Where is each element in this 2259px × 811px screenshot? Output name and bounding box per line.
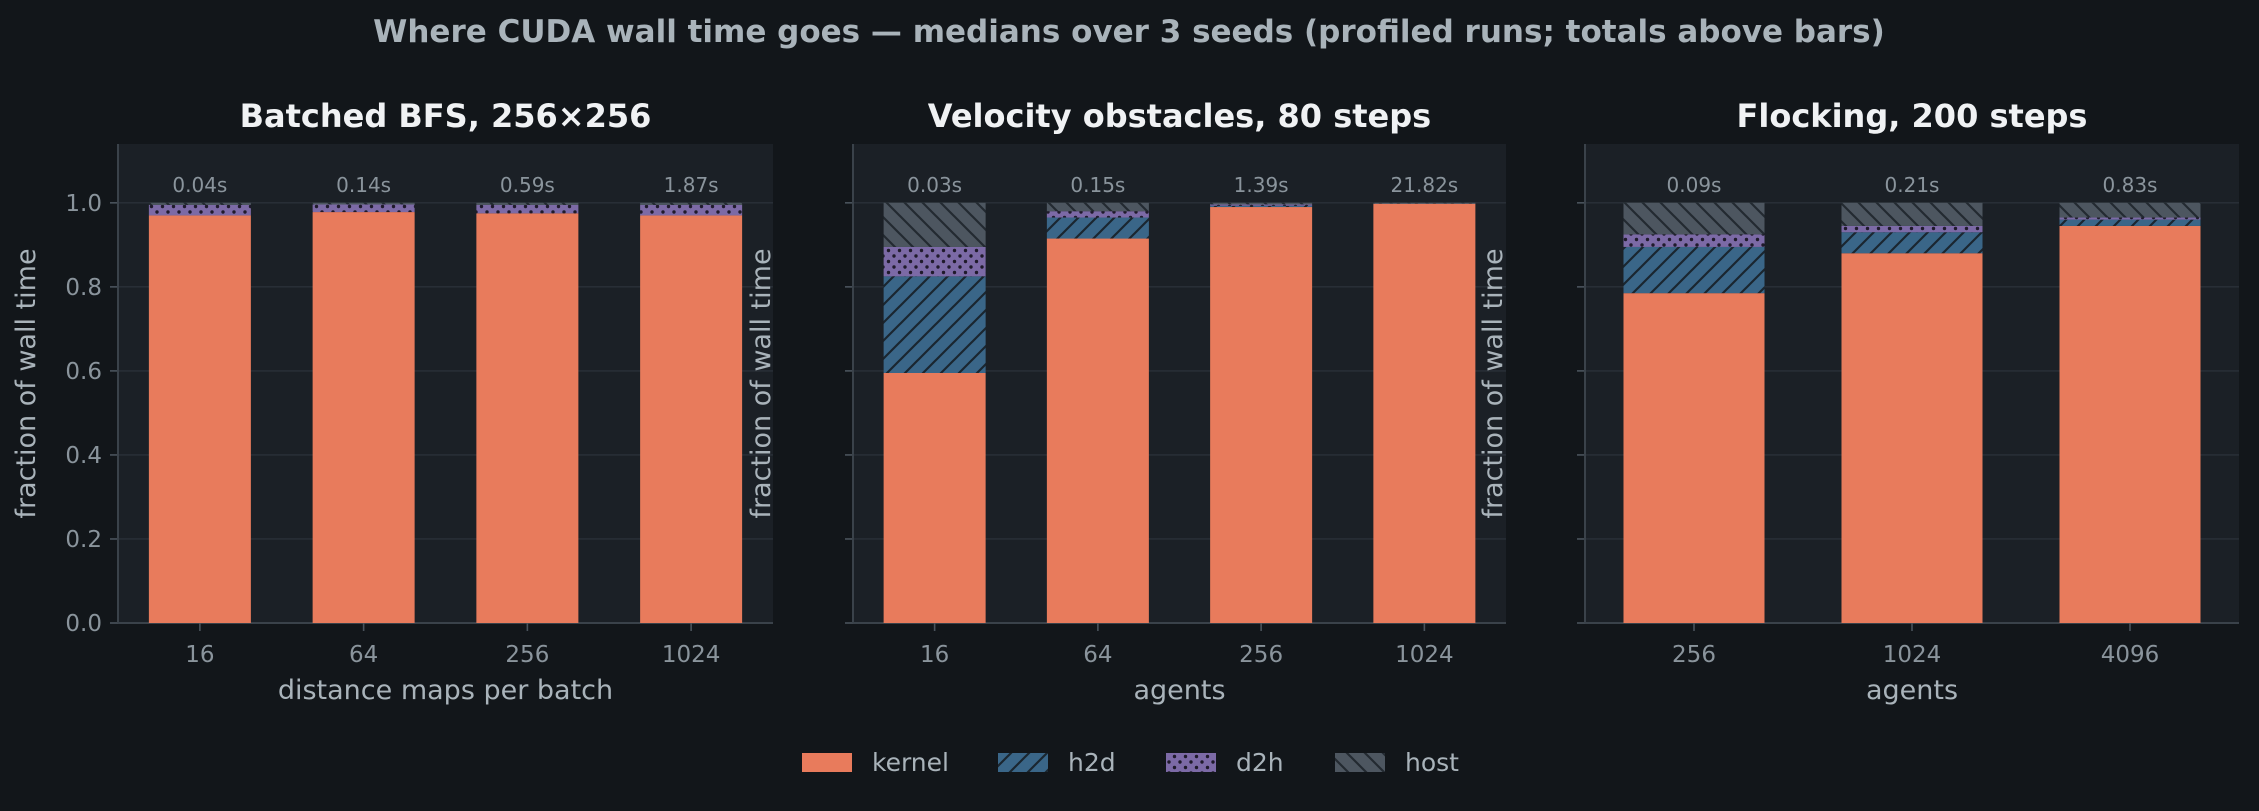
bar-segment-kernel [312, 212, 415, 623]
legend-label-h2d: h2d [1068, 748, 1116, 777]
bar-segment-kernel [1841, 253, 1983, 624]
bar-segment-d2h [148, 204, 251, 216]
x-tick-label: 256 [1672, 642, 1716, 668]
legend-label-d2h: d2h [1236, 748, 1284, 777]
x-axis-label: agents [1866, 675, 1958, 706]
bar-segment-d2h [1623, 234, 1765, 247]
bar-segment-kernel [883, 372, 986, 623]
bar-segment-host [1046, 202, 1149, 212]
total-label: 1.87s [664, 173, 719, 197]
bar-segment-h2d [1046, 217, 1149, 239]
bar-segment-host [883, 202, 986, 247]
bar-segment-h2d [1841, 232, 1983, 254]
bar-segment-h2d [1373, 203, 1476, 204]
x-tick-label: 16 [920, 642, 949, 668]
panel-2: 0.03s 16 0.15s 64 1.39s 256 21.82s 1024 Velocity… [746, 97, 1506, 706]
bar-segment-h2d [883, 276, 986, 373]
legend: kernel h2d d2h host [802, 748, 1459, 777]
bar-segment-d2h [1210, 204, 1313, 206]
bar-segment-h2d [1210, 205, 1313, 208]
total-label: 0.15s [1070, 173, 1125, 197]
legend-label-kernel: kernel [872, 748, 949, 777]
bar-segment-host [2059, 202, 2201, 218]
bar-segment-d2h [640, 204, 743, 216]
y-axis-label: fraction of wall time [746, 248, 777, 518]
bar-segment-d2h [2059, 217, 2201, 220]
bar-segment-d2h [883, 246, 986, 277]
y-axis-label: fraction of wall time [11, 248, 42, 518]
bar-segment-d2h [1841, 225, 1983, 233]
bar-segment-host [1841, 202, 1983, 226]
x-tick-label: 256 [505, 642, 549, 668]
legend-swatch-kernel [802, 753, 852, 772]
panel-title: Velocity obstacles, 80 steps [928, 97, 1431, 135]
y-tick-label: 0.2 [65, 527, 102, 553]
y-axis-label: fraction of wall time [1478, 248, 1509, 518]
x-axis-label: agents [1133, 675, 1225, 706]
y-tick-label: 0.4 [65, 443, 102, 469]
bar-segment-host [1373, 202, 1476, 204]
y-tick-label: 0.6 [65, 359, 102, 385]
bar-segment-kernel [1210, 207, 1313, 624]
x-tick-label: 64 [1083, 642, 1112, 668]
bar-segment-kernel [476, 213, 579, 623]
x-tick-label: 64 [349, 642, 378, 668]
total-label: 0.09s [1667, 173, 1722, 197]
legend-swatch-d2h [1166, 753, 1216, 772]
x-tick-label: 1024 [1883, 642, 1942, 668]
panel-3: 0.09s 256 0.21s 1024 0.83s 4096 Flocking, 200 … [1478, 97, 2239, 706]
bar-segment-d2h [1046, 211, 1149, 218]
bar-segment-host [148, 202, 251, 205]
x-tick-label: 4096 [2101, 642, 2160, 668]
total-label: 0.59s [500, 173, 555, 197]
panel-title: Batched BFS, 256×256 [240, 97, 652, 135]
total-label: 0.14s [336, 173, 391, 197]
bar-segment-d2h [312, 204, 415, 213]
bar-segment-host [476, 202, 579, 205]
bar-segment-kernel [2059, 225, 2201, 623]
x-tick-label: 16 [185, 642, 214, 668]
x-tick-label: 256 [1239, 642, 1283, 668]
x-axis-label: distance maps per batch [278, 675, 613, 706]
bar-segment-host [1623, 202, 1765, 235]
x-tick-label: 1024 [1395, 642, 1454, 668]
y-tick-label: 0.0 [65, 611, 102, 637]
panel-1: 0.0 0.2 0.4 0.6 0.8 1.0 0.04s 16 0.14s 64 0.59s 256… [11, 97, 773, 706]
total-label: 0.03s [907, 173, 962, 197]
bar-segment-host [640, 202, 743, 205]
legend-swatch-h2d [998, 753, 1048, 772]
bar-segment-kernel [1046, 238, 1149, 623]
total-label: 0.83s [2103, 173, 2158, 197]
bar-segment-d2h [476, 204, 579, 214]
bar-segment-h2d [1623, 246, 1765, 294]
y-tick-label: 0.8 [65, 275, 102, 301]
y-tick-label: 1.0 [65, 191, 102, 217]
bar-segment-host [1210, 202, 1313, 205]
panel-title: Flocking, 200 steps [1737, 97, 2088, 135]
bar-segment-host [312, 202, 415, 205]
figure-title: Where CUDA wall time goes — medians over… [373, 14, 1885, 50]
bar-segment-kernel [640, 215, 743, 624]
total-label: 0.04s [172, 173, 227, 197]
bar-segment-kernel [1623, 293, 1765, 623]
chart-panels: 0.0 0.2 0.4 0.6 0.8 1.0 0.04s 16 0.14s 64 0.59s 256… [11, 97, 2239, 706]
total-label: 0.21s [1885, 173, 1940, 197]
x-tick-label: 1024 [662, 642, 721, 668]
bar-segment-h2d [2059, 219, 2201, 226]
legend-swatch-host [1335, 753, 1385, 772]
total-label: 21.82s [1391, 173, 1459, 197]
bar-segment-kernel [148, 215, 251, 624]
total-label: 1.39s [1234, 173, 1289, 197]
bar-segment-kernel [1373, 203, 1476, 623]
legend-label-host: host [1405, 748, 1459, 777]
